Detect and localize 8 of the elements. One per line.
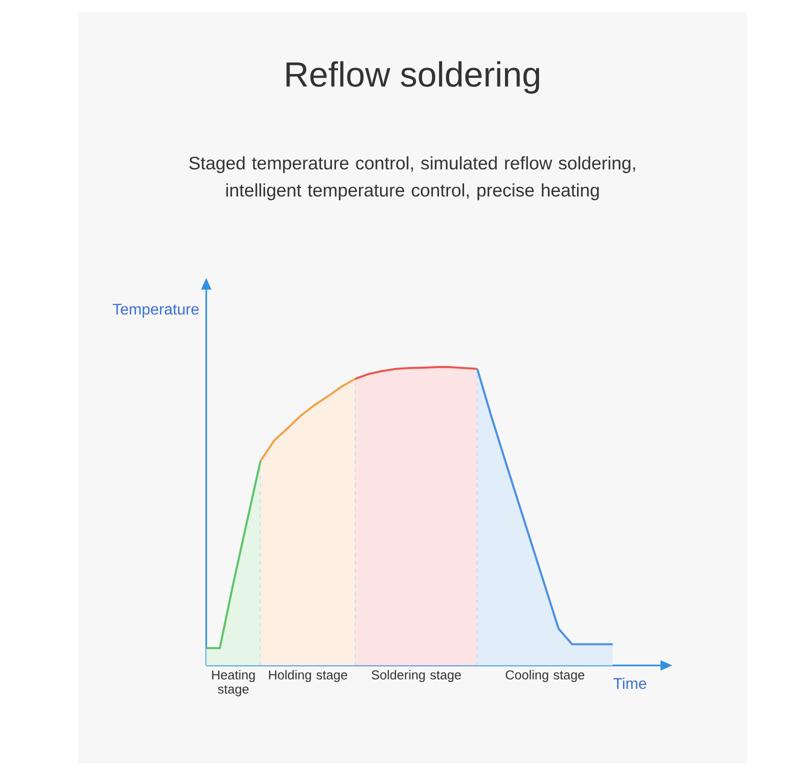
x-axis-title: Time xyxy=(613,678,646,690)
text: Cooling stage xyxy=(506,670,584,682)
chart-title: Reflow soldering xyxy=(286,61,540,94)
text: Soldering stage xyxy=(372,670,461,682)
text: Heating stage xyxy=(212,670,255,696)
text: Holding stage xyxy=(269,670,348,682)
chart-subtitle: Staged temperature control, simulated reflow soldering, intelligent temperature control, precise heating xyxy=(189,156,635,200)
y-axis-title: Temperature xyxy=(112,304,199,318)
